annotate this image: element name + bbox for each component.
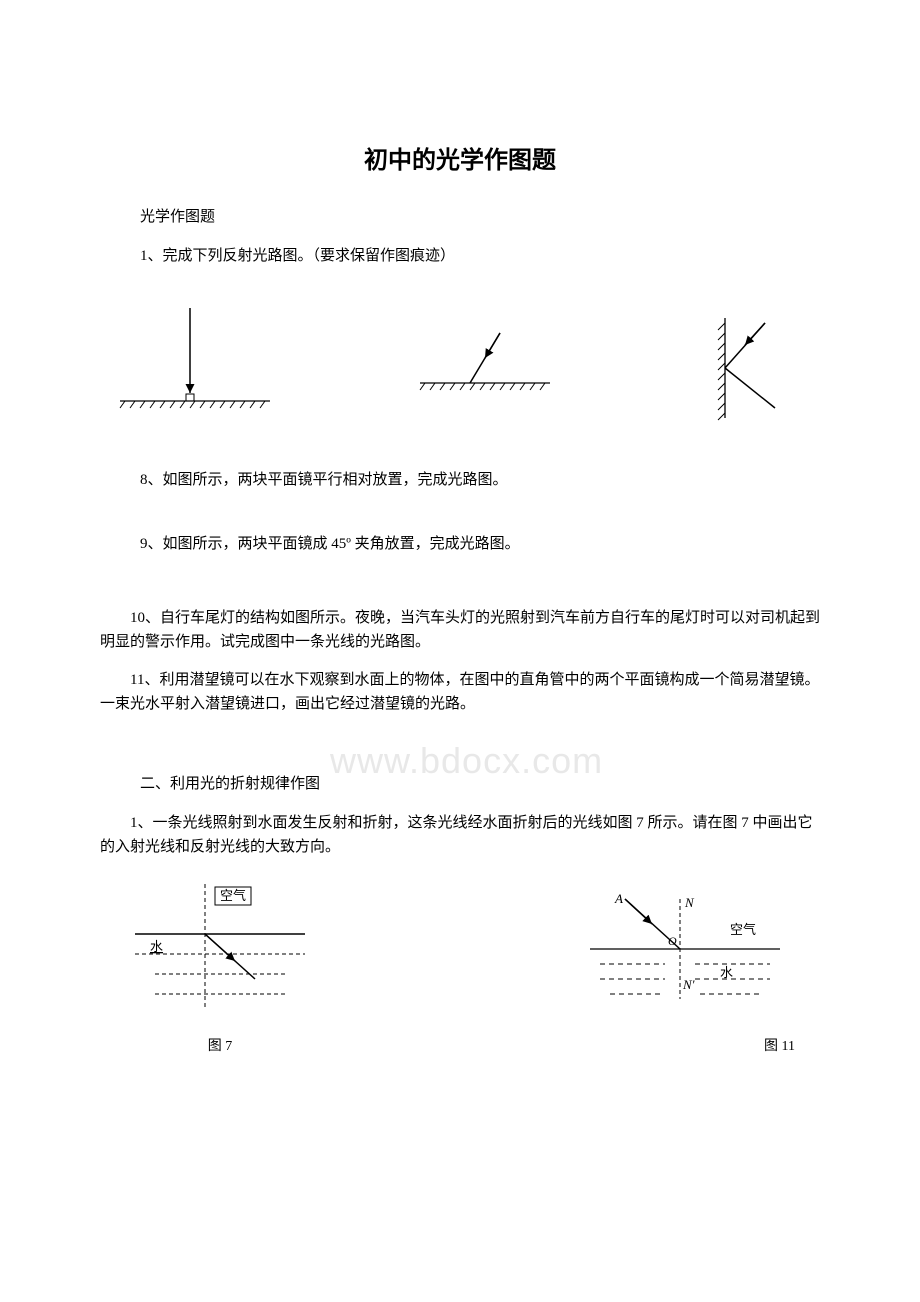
- fig7-air-label: 空气: [220, 888, 246, 903]
- section2-question-1: 1、一条光线照射到水面发生反射和折射，这条光线经水面折射后的光线如图 7 所示。…: [100, 811, 820, 859]
- figure-11: A N O N' 空气 水 图 11: [570, 889, 800, 1055]
- question-1: 1、完成下列反射光路图。（要求保留作图痕迹）: [140, 244, 820, 268]
- figure-7-svg: 空气 水: [120, 879, 320, 1029]
- fig11-Nprime-label: N': [682, 977, 695, 992]
- diagram-reflection-a: [110, 298, 280, 428]
- question-10: 10、自行车尾灯的结构如图所示。夜晚，当汽车头灯的光照射到汽车前方自行车的尾灯时…: [100, 606, 820, 654]
- question-11: 11、利用潜望镜可以在水下观察到水面上的物体，在图中的直角管中的两个平面镜构成一…: [100, 668, 820, 716]
- fig11-N-label: N: [684, 895, 695, 910]
- fig11-water-label: 水: [720, 965, 733, 980]
- document-content: www.bdocx.com 初中的光学作图题 光学作图题 1、完成下列反射光路图…: [100, 140, 820, 1055]
- fig11-A-label: A: [614, 891, 623, 906]
- question-9: 9、如图所示，两块平面镜成 45º 夹角放置，完成光路图。: [140, 532, 820, 556]
- fig11-O-label: O: [668, 934, 677, 948]
- section-subtitle: 光学作图题: [140, 205, 820, 226]
- diagram-row-1: [100, 298, 820, 428]
- figure-11-label: 图 11: [764, 1035, 795, 1055]
- fig11-air-label: 空气: [730, 922, 756, 937]
- diagram-reflection-c: [690, 308, 810, 428]
- figure-11-svg: A N O N' 空气 水: [570, 889, 800, 1029]
- figure-7-label: 图 7: [208, 1035, 233, 1055]
- diagram-reflection-b: [400, 328, 570, 428]
- section-2-heading: 二、利用光的折射规律作图: [140, 772, 820, 793]
- fig7-water-label: 水: [150, 939, 163, 954]
- question-8: 8、如图所示，两块平面镜平行相对放置，完成光路图。: [140, 468, 820, 492]
- page-title: 初中的光学作图题: [100, 140, 820, 175]
- figure-7: 空气 水 图 7: [120, 879, 320, 1055]
- diagram-row-2: 空气 水 图 7: [100, 879, 820, 1055]
